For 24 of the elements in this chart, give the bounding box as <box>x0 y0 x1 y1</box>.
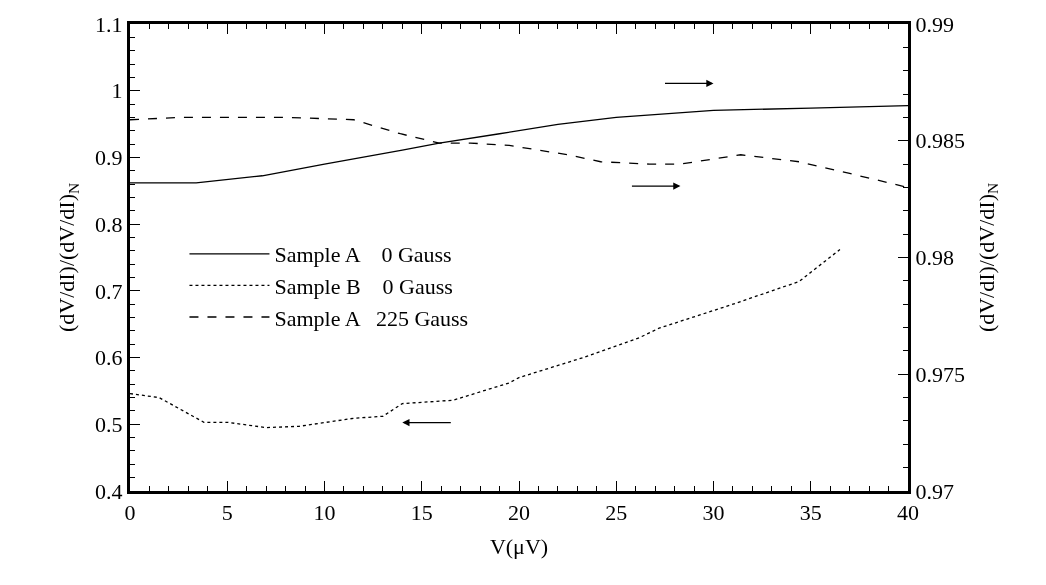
y-tick-label: 0.6 <box>95 345 123 371</box>
legend-label: Sample A 225 Gauss <box>274 305 469 331</box>
legend-label: Sample B 0 Gauss <box>274 274 453 299</box>
legend-label: Sample A 0 Gauss <box>274 242 452 268</box>
y-tick-label: 1.1 <box>95 11 123 37</box>
y2-tick-label: 0.985 <box>915 128 965 154</box>
y-tick-label: 0.9 <box>95 145 123 171</box>
x-tick-label: 35 <box>799 500 822 526</box>
y-tick-label: 0.8 <box>95 211 123 237</box>
x-tick-label: 15 <box>410 500 433 526</box>
x-tick-label: 30 <box>702 500 725 526</box>
y-tick-label: 1 <box>111 78 123 104</box>
y-tick-label: 0.4 <box>95 478 123 504</box>
x-tick-label: 0 <box>124 500 136 526</box>
x-tick-label: 25 <box>605 500 628 526</box>
x-axis-title: V(μV) <box>489 534 549 560</box>
x-tick-label: 20 <box>508 500 530 526</box>
y2-tick-label: 0.99 <box>915 11 954 37</box>
y-tick-label: 0.5 <box>95 411 123 437</box>
x-tick-label: 5 <box>221 500 233 526</box>
y2-tick-label: 0.98 <box>915 245 954 271</box>
y-tick-label: 0.7 <box>95 278 123 304</box>
x-tick-label: 10 <box>313 500 336 526</box>
y2-tick-label: 0.975 <box>915 361 965 387</box>
